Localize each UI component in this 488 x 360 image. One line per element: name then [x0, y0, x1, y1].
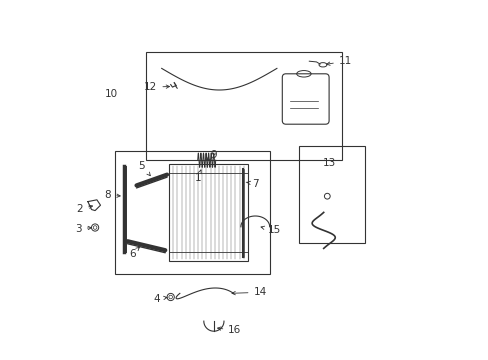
Text: 4: 4: [153, 294, 167, 304]
Text: 8: 8: [104, 190, 120, 200]
Text: 10: 10: [104, 89, 118, 99]
Text: 2: 2: [77, 204, 92, 214]
Bar: [145, 52, 341, 160]
Bar: [115, 151, 269, 274]
Text: 5: 5: [138, 161, 150, 176]
Text: 11: 11: [326, 56, 351, 66]
Text: 12: 12: [144, 82, 169, 92]
Bar: [298, 146, 365, 243]
Text: 9: 9: [206, 150, 217, 160]
Text: 15: 15: [261, 225, 281, 235]
Text: 16: 16: [217, 325, 241, 336]
Text: 13: 13: [322, 158, 336, 168]
Text: 7: 7: [245, 179, 258, 189]
Text: 6: 6: [129, 247, 139, 259]
Text: 14: 14: [231, 287, 266, 297]
Bar: [168, 164, 247, 261]
Text: 1: 1: [194, 170, 201, 183]
Text: 3: 3: [75, 224, 91, 234]
